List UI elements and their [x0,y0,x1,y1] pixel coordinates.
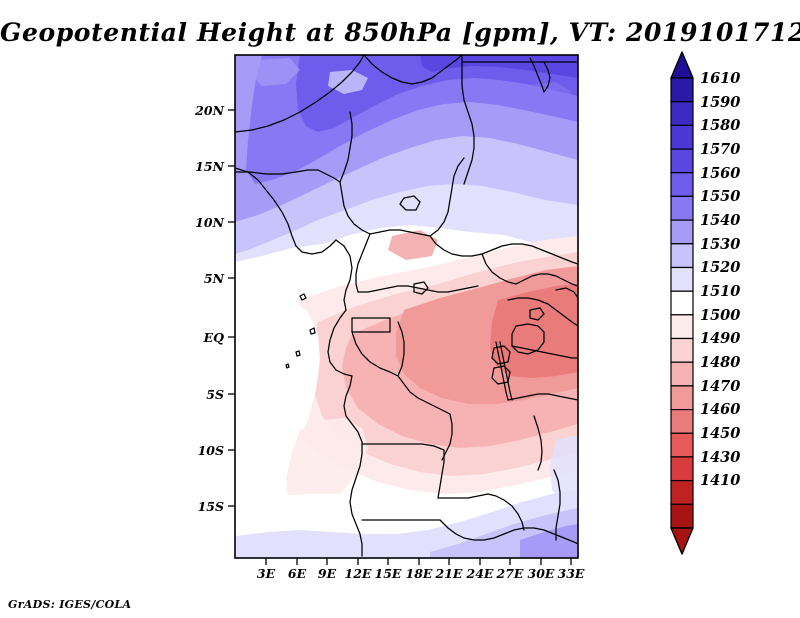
y-tick-label: 10S [198,443,224,458]
y-tick-label: 15N [195,159,224,174]
y-tick-label: 10N [195,215,224,230]
colorbar-band [670,266,694,292]
colorbar-label: 1570 [700,141,740,158]
y-tick-label: 15S [198,499,224,514]
colorbar-label: 1610 [700,70,740,87]
colorbar-label: 1550 [700,188,740,205]
x-axis-ticks [265,558,572,565]
x-tick-label: 15E [375,566,402,581]
colorbar-band [670,148,694,174]
colorbar-label: 1510 [700,283,740,300]
x-tick-label: 21E [435,566,463,581]
colorbar-band [670,503,694,529]
colorbar-band [670,195,694,221]
colorbar-label: 1540 [700,212,740,229]
colorbar: 1610 1590 1580 1570 1560 1550 1540 1530 … [670,51,740,555]
x-tick-label: 9E [318,566,337,581]
colorbar-label: 1430 [700,449,740,466]
colorbar-band [670,77,694,103]
colorbar-band [670,172,694,197]
x-tick-label: 30E [528,566,555,581]
colorbar-arrow-high [670,51,694,79]
colorbar-label: 1500 [700,307,740,324]
colorbar-arrow-low [670,527,694,555]
y-axis-labels: 20N 15N 10N 5N EQ 5S 10S 15S [194,103,224,514]
colorbar-band [670,361,694,387]
colorbar-band [670,409,694,434]
colorbar-band [670,243,694,269]
colorbar-band [670,101,694,126]
colorbar-labels: 1610 1590 1580 1570 1560 1550 1540 1530 … [700,70,740,489]
x-tick-label: 12E [345,566,372,581]
x-tick-label: 3E [257,566,276,581]
colorbar-label: 1590 [700,94,740,111]
colorbar-label: 1460 [700,401,740,418]
map-borders [235,55,578,557]
shaded-field [235,55,578,558]
colorbar-bands [670,77,694,529]
colorbar-label: 1470 [700,378,740,395]
colorbar-label: 1560 [700,165,740,182]
y-axis-ticks [228,109,235,507]
colorbar-band [670,385,694,411]
y-tick-label: EQ [203,330,225,345]
page-title: Geopotential Height at 850hPa [gpm], VT:… [0,18,800,47]
x-tick-label: 18E [406,566,433,581]
colorbar-band [670,314,694,340]
x-axis-labels: 3E 6E 9E 12E 15E 18E 21E 24E 27E 30E 33E [257,566,585,581]
plot-frame [234,54,579,559]
grads-credit: GrADS: IGES/COLA [8,598,132,611]
colorbar-label: 1450 [700,425,740,442]
y-tick-label: 5N [204,271,225,286]
x-tick-label: 33E [558,566,585,581]
x-tick-label: 6E [288,566,307,581]
colorbar-label: 1480 [700,354,740,371]
colorbar-label: 1490 [700,330,740,347]
y-tick-label: 20N [194,103,224,118]
colorbar-label: 1530 [700,236,740,253]
colorbar-label: 1410 [700,472,740,489]
colorbar-band [670,480,694,505]
y-tick-label: 5S [206,387,224,402]
colorbar-band [670,456,694,482]
x-tick-label: 24E [466,566,494,581]
colorbar-band [670,290,694,316]
x-tick-label: 27E [496,566,524,581]
colorbar-label: 1520 [700,259,740,276]
colorbar-band [670,219,694,245]
colorbar-band [670,124,694,150]
colorbar-band [670,432,694,458]
colorbar-band [670,337,694,363]
colorbar-label: 1580 [700,117,740,134]
